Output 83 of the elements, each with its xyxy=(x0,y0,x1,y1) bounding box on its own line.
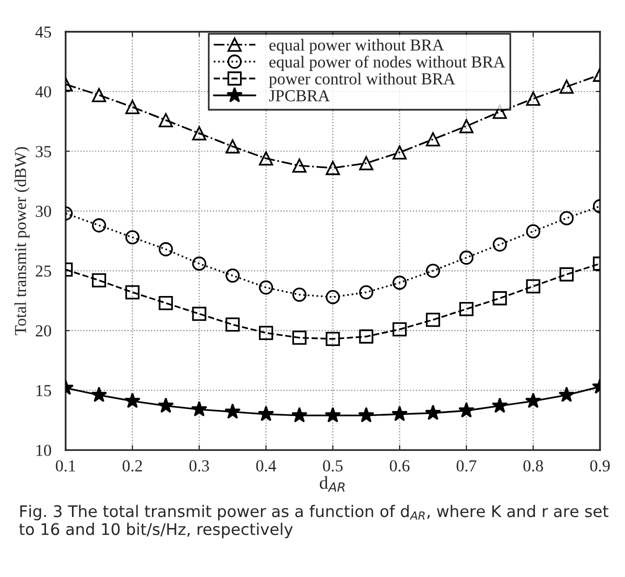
point xyxy=(258,326,274,340)
y-tick-label: 35 xyxy=(36,146,52,158)
point xyxy=(292,158,306,173)
point xyxy=(526,279,540,294)
point xyxy=(392,406,408,422)
point xyxy=(258,280,274,295)
x-tick-label: 0.5 xyxy=(323,460,343,472)
point xyxy=(326,332,340,346)
point xyxy=(158,113,173,128)
point xyxy=(358,406,374,422)
y-tick-label: 25 xyxy=(36,266,52,277)
y-tick-label: 20 xyxy=(36,325,52,336)
point xyxy=(326,160,340,176)
y-tick-label: 15 xyxy=(36,385,52,396)
x-tick-label: 0.2 xyxy=(122,460,142,472)
point xyxy=(392,322,407,336)
point xyxy=(492,397,508,413)
x-axis-title: d$_{AR}$ xyxy=(320,476,345,492)
point xyxy=(492,291,507,306)
point xyxy=(192,126,206,140)
point xyxy=(359,285,374,300)
point xyxy=(90,386,108,402)
point xyxy=(258,151,274,166)
point xyxy=(191,400,208,416)
point xyxy=(158,296,173,310)
point xyxy=(560,211,574,226)
point xyxy=(492,237,507,252)
point xyxy=(226,268,240,283)
legend-label: JPCBRA xyxy=(269,90,330,102)
legend-label: equal power of nodes without BRA xyxy=(269,56,506,71)
x-tick-label: 0.6 xyxy=(390,460,410,472)
point xyxy=(326,290,340,304)
point xyxy=(426,132,440,146)
point xyxy=(459,250,474,265)
x-tick-label: 0.3 xyxy=(189,460,209,472)
point xyxy=(292,288,306,302)
point xyxy=(92,273,106,288)
point xyxy=(359,329,374,344)
x-tick-label: 0.9 xyxy=(590,460,610,472)
point xyxy=(459,302,474,316)
y-tick-label: 30 xyxy=(36,206,52,217)
point xyxy=(192,306,206,321)
point xyxy=(224,403,241,419)
x-tick-label: 0.8 xyxy=(523,460,543,472)
y-tick-label: 10 xyxy=(36,444,52,456)
point xyxy=(324,406,341,422)
point xyxy=(92,88,106,102)
y-axis-title: Total transmit power (dBW) xyxy=(14,147,30,336)
x-tick-label: 0.4 xyxy=(256,460,276,472)
x-tick-label: 0.1 xyxy=(56,460,76,472)
point xyxy=(292,330,306,345)
x-tick-label: 0.7 xyxy=(456,460,476,472)
point xyxy=(560,80,574,94)
point xyxy=(258,406,274,422)
point xyxy=(392,145,407,160)
point xyxy=(459,119,474,134)
point xyxy=(226,317,240,332)
point xyxy=(291,406,308,422)
point xyxy=(526,224,540,238)
point xyxy=(558,386,575,402)
legend-label: power control without BRA xyxy=(269,72,456,88)
point xyxy=(92,218,106,232)
point xyxy=(192,256,206,271)
point xyxy=(392,276,407,290)
y-tick-label: 40 xyxy=(35,86,52,98)
point xyxy=(560,267,574,282)
y-tick-label: 45 xyxy=(35,26,52,38)
legend-label: equal power without BRA xyxy=(269,38,444,54)
point xyxy=(124,392,141,408)
point xyxy=(426,312,440,327)
point xyxy=(226,139,240,154)
point xyxy=(426,264,440,278)
point xyxy=(125,100,140,114)
point xyxy=(158,242,173,256)
point xyxy=(125,230,140,244)
point xyxy=(424,404,442,420)
point xyxy=(125,285,140,300)
point xyxy=(359,156,374,170)
point xyxy=(526,92,540,106)
point xyxy=(158,397,174,413)
point xyxy=(525,392,542,408)
point xyxy=(458,402,475,418)
text: Fig. 3 The total transmit power as a function of d$_{AR}$, where K and r are set to 16 and 10 bit/s/Hz, respectively xyxy=(19,504,608,538)
